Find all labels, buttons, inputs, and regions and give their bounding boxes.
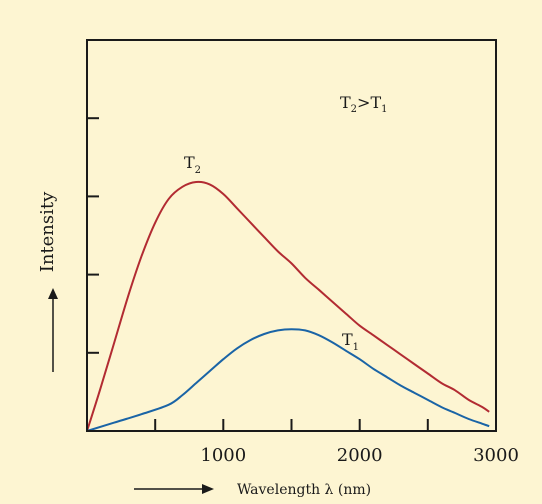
series-label-t1: T1 xyxy=(342,330,359,353)
series-label-t1-sub: 1 xyxy=(353,342,359,353)
series-line-t1 xyxy=(86,328,490,432)
series-line-t2 xyxy=(86,180,490,432)
series-label-t2-sub: 2 xyxy=(195,165,201,176)
x-tick-labels: 1000 2000 3000 xyxy=(200,445,519,466)
series-label-t2-main: T xyxy=(184,153,195,172)
legend-annotation: T2>T1 xyxy=(340,93,388,115)
plot-frame xyxy=(86,39,497,432)
plot-layer xyxy=(86,180,490,432)
annotation-sub-a: 2 xyxy=(351,104,357,115)
x-tick-label: 3000 xyxy=(473,445,519,466)
y-ticks xyxy=(87,117,99,354)
y-axis-arrow-head xyxy=(48,288,58,299)
x-ticks xyxy=(154,419,497,431)
x-axis-arrow-head xyxy=(202,484,214,494)
x-tick-label: 1000 xyxy=(200,445,246,466)
x-axis-label-group: Wavelength λ (nm) xyxy=(134,482,371,498)
annotation-op: >T xyxy=(357,93,381,112)
annotation-main-a: T xyxy=(340,93,351,112)
x-tick-label: 2000 xyxy=(337,445,383,466)
series-label-t1-main: T xyxy=(342,330,353,349)
y-axis-label-group: Intensity xyxy=(37,191,58,372)
annotation-sub-b: 1 xyxy=(381,104,387,115)
x-axis-label: Wavelength λ (nm) xyxy=(237,482,371,498)
series-label-t2: T2 xyxy=(184,153,201,176)
y-axis-label: Intensity xyxy=(37,191,58,272)
